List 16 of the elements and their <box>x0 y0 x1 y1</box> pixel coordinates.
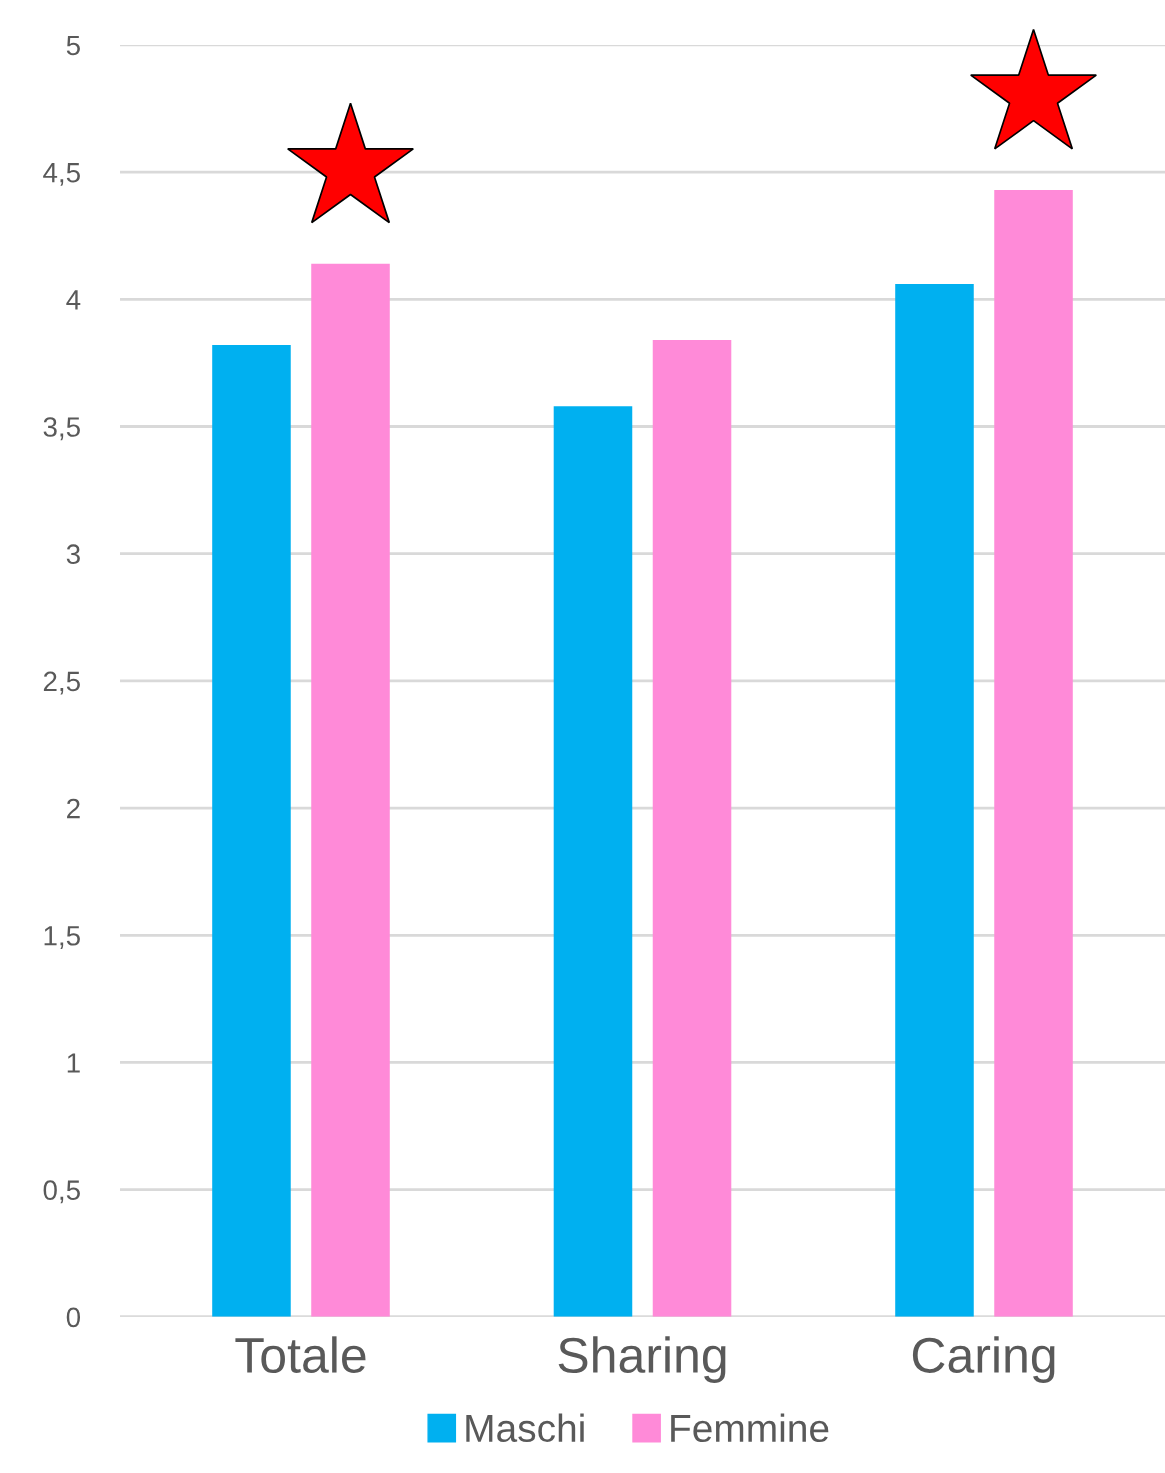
y-tick-label: 0,5 <box>43 1180 80 1204</box>
legend-label: Femmine <box>671 1413 829 1443</box>
x-tick-label: Sharing <box>558 1336 726 1383</box>
y-tick-label: 4 <box>66 290 81 310</box>
y-tick-label: 5 <box>66 35 80 56</box>
y-tick-label: 4,5 <box>43 163 80 186</box>
y-tick-label: 2 <box>67 798 80 819</box>
x-tick-label: Caring <box>912 1336 1055 1383</box>
y-tick-label: 1 <box>67 1053 80 1073</box>
y-tick-label: 3,5 <box>43 417 80 441</box>
y-tick-label: 2,5 <box>43 671 80 695</box>
y-tick-label: 0 <box>66 1307 81 1328</box>
y-tick-label: 3 <box>66 544 80 565</box>
legend-label: Maschi <box>466 1413 584 1443</box>
x-tick-label: Totale <box>235 1336 366 1374</box>
y-tick-label: 1,5 <box>44 926 80 949</box>
